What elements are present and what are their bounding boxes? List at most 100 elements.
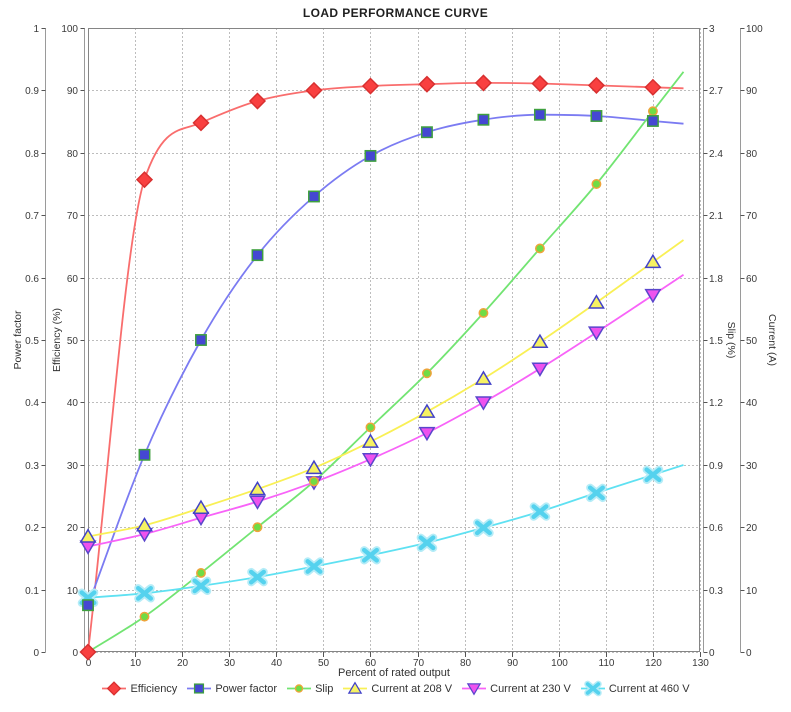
- axis-current-a: 0 10 20 30 40 50 60 70 80 90 100: [740, 24, 763, 659]
- series-markers-current-at-208-v: [79, 253, 662, 543]
- tick-label: 40: [746, 398, 758, 409]
- tick-label: 2.1: [709, 211, 723, 222]
- tick-label: 20: [67, 523, 79, 534]
- y-axis-title-current: Current (A): [766, 314, 778, 366]
- tick-label: 30: [67, 461, 79, 472]
- tick-label: 2.7: [709, 86, 723, 97]
- tick-label: 0.3: [709, 586, 723, 597]
- tick-label: 100: [746, 24, 763, 35]
- gridlines: [88, 28, 701, 653]
- axis-x: 0 10 20 30 40 50 60 70 80 90 100 110 120 130: [86, 652, 709, 669]
- tick-label: 20: [746, 523, 758, 534]
- plot-frame: [87, 27, 701, 653]
- legend-item-current-at-230-v: Current at 230 V: [461, 681, 571, 696]
- tick-label: 1: [33, 24, 39, 35]
- tick-label: 0: [72, 648, 78, 659]
- legend-item-slip: Slip: [286, 681, 333, 696]
- tick-label: 3: [709, 24, 715, 35]
- tick-label: 0: [746, 648, 752, 659]
- legend-item-current-at-460-v: Current at 460 V: [580, 680, 690, 697]
- legend-item-efficiency: Efficiency: [101, 681, 177, 696]
- series-lines: [87, 71, 685, 653]
- legend-label: Current at 460 V: [608, 682, 690, 695]
- tick-label: 20: [177, 658, 189, 669]
- tick-label: 0.6: [25, 274, 39, 285]
- tick-label: 60: [746, 274, 758, 285]
- tick-label: 70: [746, 211, 758, 222]
- tick-label: 90: [67, 86, 79, 97]
- tick-label: 80: [67, 149, 79, 160]
- tick-label: 0.9: [709, 461, 723, 472]
- legend-marker-square-icon: [187, 683, 212, 694]
- tick-label: 1.8: [709, 274, 723, 285]
- legend-marker-triangle-down-icon: [462, 683, 487, 696]
- tick-label: 0: [86, 658, 92, 669]
- legend-label: Power factor: [215, 682, 278, 695]
- tick-label: 0: [709, 648, 715, 659]
- tick-label: 30: [224, 658, 236, 669]
- tick-label: 100: [61, 24, 78, 35]
- tick-label: 30: [746, 461, 758, 472]
- tick-label: 0.4: [25, 398, 39, 409]
- y-axis-title-efficiency: Efficiency (%): [51, 308, 63, 372]
- tick-label: 100: [551, 658, 568, 669]
- tick-label: 0.3: [25, 461, 39, 472]
- tick-label: 10: [130, 658, 142, 669]
- series-line-current-at-208-v: [87, 239, 685, 538]
- tick-label: 10: [67, 586, 79, 597]
- tick-label: 0.7: [25, 211, 39, 222]
- series-line-slip: [87, 71, 685, 653]
- series-markers-power-factor: [82, 108, 659, 612]
- tick-label: 90: [507, 658, 519, 669]
- legend-label: Current at 230 V: [490, 682, 571, 695]
- tick-label: 1.2: [709, 398, 723, 409]
- tick-label: 80: [746, 149, 758, 160]
- legend-marker-triangle-up-icon: [343, 681, 368, 694]
- chart-title: LOAD PERFORMANCE CURVE: [302, 6, 489, 20]
- legend-marker-x-cross-icon: [580, 680, 605, 697]
- legend-item-power-factor: Power factor: [186, 681, 277, 696]
- tick-label: 130: [692, 658, 709, 669]
- legend-item-current-at-208-v: Current at 208 V: [342, 681, 452, 696]
- series-line-current-at-230-v: [87, 274, 684, 548]
- tick-label: 80: [460, 658, 472, 669]
- y-axis-title-slip: Slip (%): [725, 321, 737, 359]
- tick-label: 70: [67, 211, 79, 222]
- series-line-current-at-460-v: [87, 464, 684, 599]
- tick-label: 50: [318, 658, 330, 669]
- tick-label: 0.9: [25, 86, 39, 97]
- tick-label: 0.1: [25, 586, 39, 597]
- y-axis-title-power-factor: Power factor: [12, 310, 24, 370]
- tick-label: 0.8: [25, 149, 39, 160]
- legend-label: Slip: [315, 682, 334, 695]
- legend-label: Efficiency: [130, 682, 178, 695]
- legend-marker-diamond-icon: [102, 681, 127, 696]
- tick-label: 50: [67, 336, 79, 347]
- tick-label: 1.5: [709, 336, 723, 347]
- tick-label: 0.2: [25, 523, 39, 534]
- tick-label: 70: [413, 658, 425, 669]
- legend: Efficiency Power factor Slip Current at 208…: [0, 680, 791, 697]
- series-line-efficiency: [87, 81, 684, 653]
- series-markers-current-at-460-v: [77, 465, 664, 607]
- tick-label: 0.5: [25, 336, 39, 347]
- tick-label: 60: [67, 274, 79, 285]
- tick-label: 90: [746, 86, 758, 97]
- tick-label: 40: [271, 658, 283, 669]
- axis-power-factor: 0 0.1 0.2 0.3 0.4 0.5 0.6 0.7 0.8 0.9 1: [25, 24, 46, 659]
- tick-label: 0.6: [709, 523, 723, 534]
- tick-label: 2.4: [709, 149, 723, 160]
- series-markers-efficiency: [79, 74, 662, 661]
- axis-slip: 0 0.3 0.6 0.9 1.2 1.5 1.8 2.1 2.4 2.7 3: [703, 24, 723, 659]
- tick-label: 110: [599, 658, 615, 669]
- tick-label: 60: [365, 658, 377, 669]
- legend-label: Current at 208 V: [371, 682, 453, 695]
- tick-label: 0: [33, 648, 39, 659]
- x-axis-title: Percent of rated output: [338, 667, 450, 679]
- tick-label: 120: [645, 658, 662, 669]
- legend-marker-circle-icon: [287, 684, 312, 693]
- axis-efficiency: 0 10 20 30 40 50 60 70 80 90 100: [61, 24, 85, 659]
- tick-label: 10: [746, 586, 758, 597]
